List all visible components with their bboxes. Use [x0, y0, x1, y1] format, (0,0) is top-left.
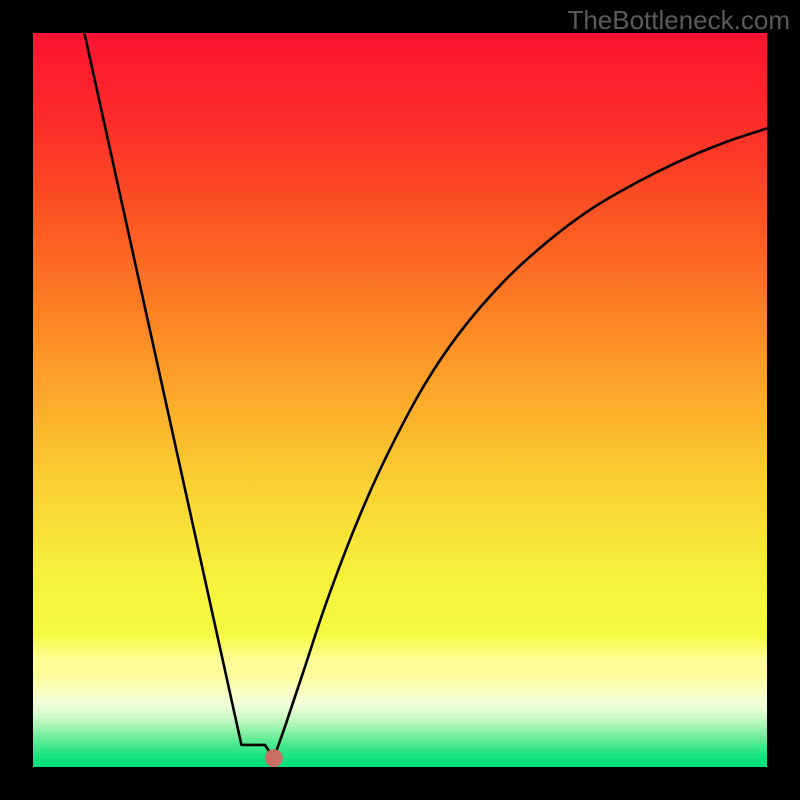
plot-area	[33, 33, 767, 767]
chart-container: TheBottleneck.com	[0, 0, 800, 800]
watermark-text: TheBottleneck.com	[567, 5, 790, 36]
optimum-marker	[265, 749, 283, 767]
gradient-background	[33, 33, 767, 767]
